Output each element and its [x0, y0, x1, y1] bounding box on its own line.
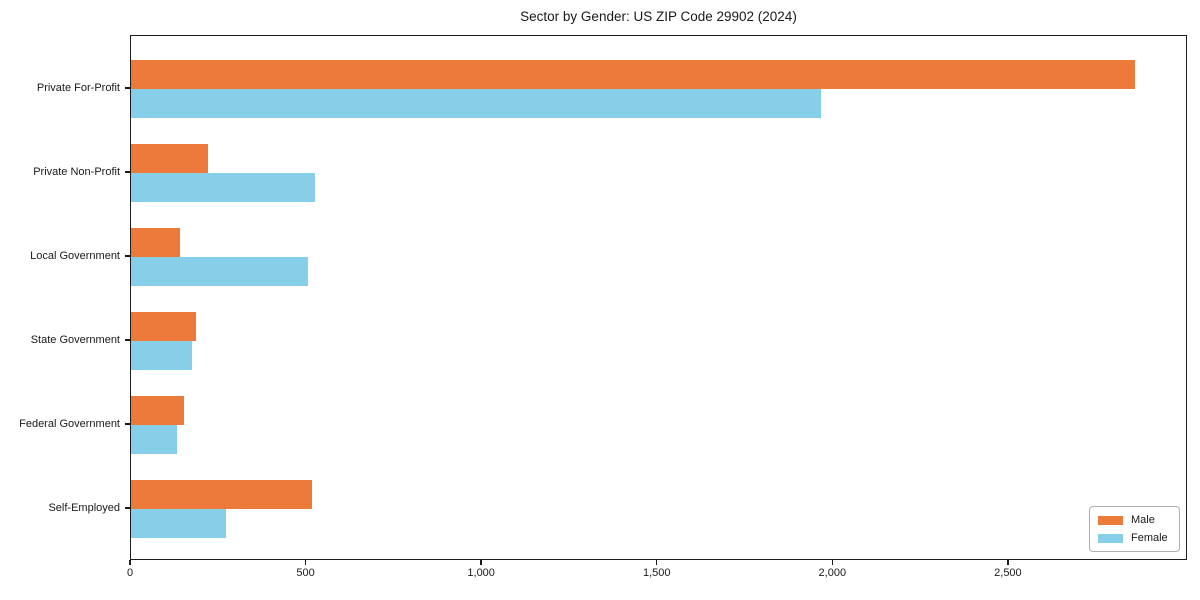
x-axis: 0 500 1,000 1,500 2,000 2,500	[127, 560, 1187, 592]
y-axis-tick	[125, 339, 130, 341]
plot-area	[130, 35, 1187, 560]
x-axis-tick	[480, 560, 482, 565]
y-axis-tick	[125, 423, 130, 425]
legend-item-female: Female	[1098, 532, 1171, 545]
y-axis-label-private-non-profit: Private Non-Profit	[33, 166, 120, 178]
bar-female-federal-government	[131, 425, 177, 454]
x-axis-tick	[831, 560, 834, 565]
y-axis-tick	[125, 255, 130, 257]
y-axis-tick	[125, 507, 130, 509]
y-axis-label-state-government: State Government	[30, 334, 120, 346]
bar-male-local-government	[131, 228, 181, 257]
x-axis-tick	[1007, 560, 1009, 565]
x-axis-tick	[304, 560, 307, 565]
x-axis-tick-label: 1,500	[642, 567, 671, 579]
legend: Male Female	[1089, 506, 1180, 552]
y-axis-label-self-employed: Self-Employed	[48, 502, 120, 514]
chart-title: Sector by Gender: US ZIP Code 29902 (202…	[520, 9, 797, 24]
bar-male-self-employed	[131, 480, 312, 509]
legend-label-female: Female	[1131, 532, 1168, 544]
y-axis-tick	[125, 87, 130, 89]
x-axis-tick	[655, 560, 658, 565]
bar-male-federal-government	[131, 396, 184, 425]
bar-female-private-non-profit	[131, 173, 316, 202]
bar-male-private-for-profit	[131, 60, 1136, 89]
x-axis-tick-label: 2,500	[994, 567, 1022, 579]
x-axis-tick-label: 500	[296, 567, 315, 579]
legend-swatch-female	[1098, 534, 1123, 543]
x-axis-tick	[129, 560, 131, 565]
x-axis-tick-label: 2,000	[818, 567, 847, 579]
y-axis-label-federal-government: Federal Government	[19, 418, 120, 430]
bar-female-self-employed	[131, 509, 226, 538]
y-axis-label-local-government: Local Government	[30, 250, 120, 262]
legend-item-male: Male	[1098, 514, 1171, 527]
x-axis-tick-label: 1,000	[467, 567, 495, 579]
y-axis-label-private-for-profit: Private For-Profit	[36, 82, 120, 94]
bar-female-state-government	[131, 341, 193, 370]
bar-female-private-for-profit	[131, 89, 822, 118]
bar-male-private-non-profit	[131, 144, 209, 173]
legend-swatch-male	[1098, 516, 1123, 525]
bar-female-local-government	[131, 257, 309, 286]
x-axis-tick-label: 0	[126, 567, 134, 579]
legend-label-male: Male	[1131, 514, 1155, 526]
y-axis: Private For-Profit Private Non-Profit Loca…	[0, 35, 130, 560]
bar-male-state-government	[131, 312, 196, 341]
y-axis-tick	[125, 171, 130, 173]
